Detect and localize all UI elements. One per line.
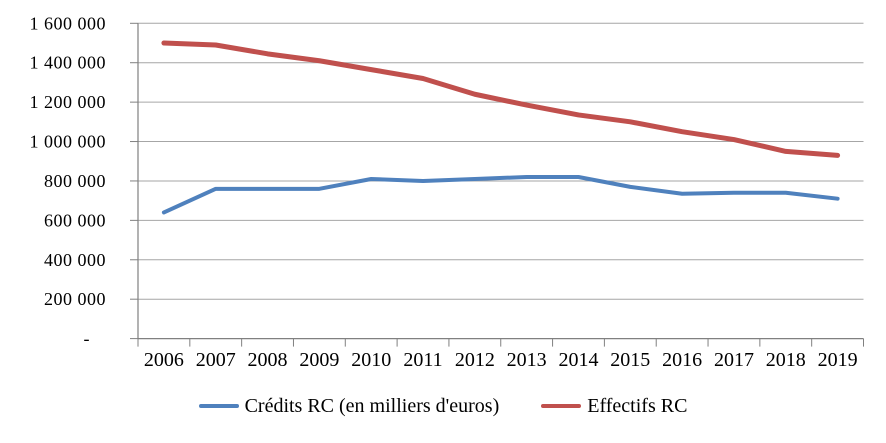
y-axis-label: 1 200 000 (30, 92, 107, 112)
y-axis-label: - (84, 329, 91, 349)
legend-label-effectifs-rc: Effectifs RC (587, 394, 688, 417)
plot-area: - 200 000 400 000 600 000 800 000 1 000 000 1 … (30, 13, 864, 371)
x-axis-label: 2007 (196, 349, 236, 371)
x-axis-label: 2008 (248, 349, 288, 371)
x-axis-label: 2012 (455, 349, 495, 371)
x-axis-label: 2018 (766, 349, 806, 371)
y-axis-label: 1 600 000 (30, 13, 107, 33)
chart-legend: Crédits RC (en milliers d'euros) Effecti… (0, 391, 886, 421)
legend-line-sample-effectifs-rc (541, 404, 582, 408)
y-axis-label: 1 000 000 (30, 132, 107, 152)
y-axis-label: 600 000 (44, 210, 106, 230)
y-axis-label: 400 000 (44, 250, 106, 270)
x-axis-label: 2015 (610, 349, 650, 371)
legend-item-credits-rc: Crédits RC (en milliers d'euros) (198, 394, 500, 418)
legend-label-credits-rc: Crédits RC (en milliers d'euros) (244, 394, 500, 417)
y-axis-label: 1 400 000 (30, 53, 107, 73)
x-axis-label: 2016 (662, 349, 702, 371)
y-axis-label: 200 000 (44, 289, 106, 309)
x-axis-label: 2013 (507, 349, 547, 371)
series-line-0 (161, 175, 840, 215)
y-axis-label: 800 000 (44, 171, 106, 191)
series-line-1 (161, 40, 841, 158)
x-axis-label: 2014 (558, 349, 598, 371)
legend-item-effectifs-rc: Effectifs RC (541, 395, 687, 418)
x-axis-label: 2010 (351, 349, 391, 371)
x-axis-label: 2006 (144, 349, 184, 371)
x-axis-label: 2009 (299, 349, 339, 371)
legend-line-sample-credits-rc (198, 404, 239, 408)
x-axis-label: 2011 (403, 349, 442, 371)
x-axis-label: 2019 (818, 349, 858, 371)
x-axis-label: 2017 (714, 349, 754, 371)
